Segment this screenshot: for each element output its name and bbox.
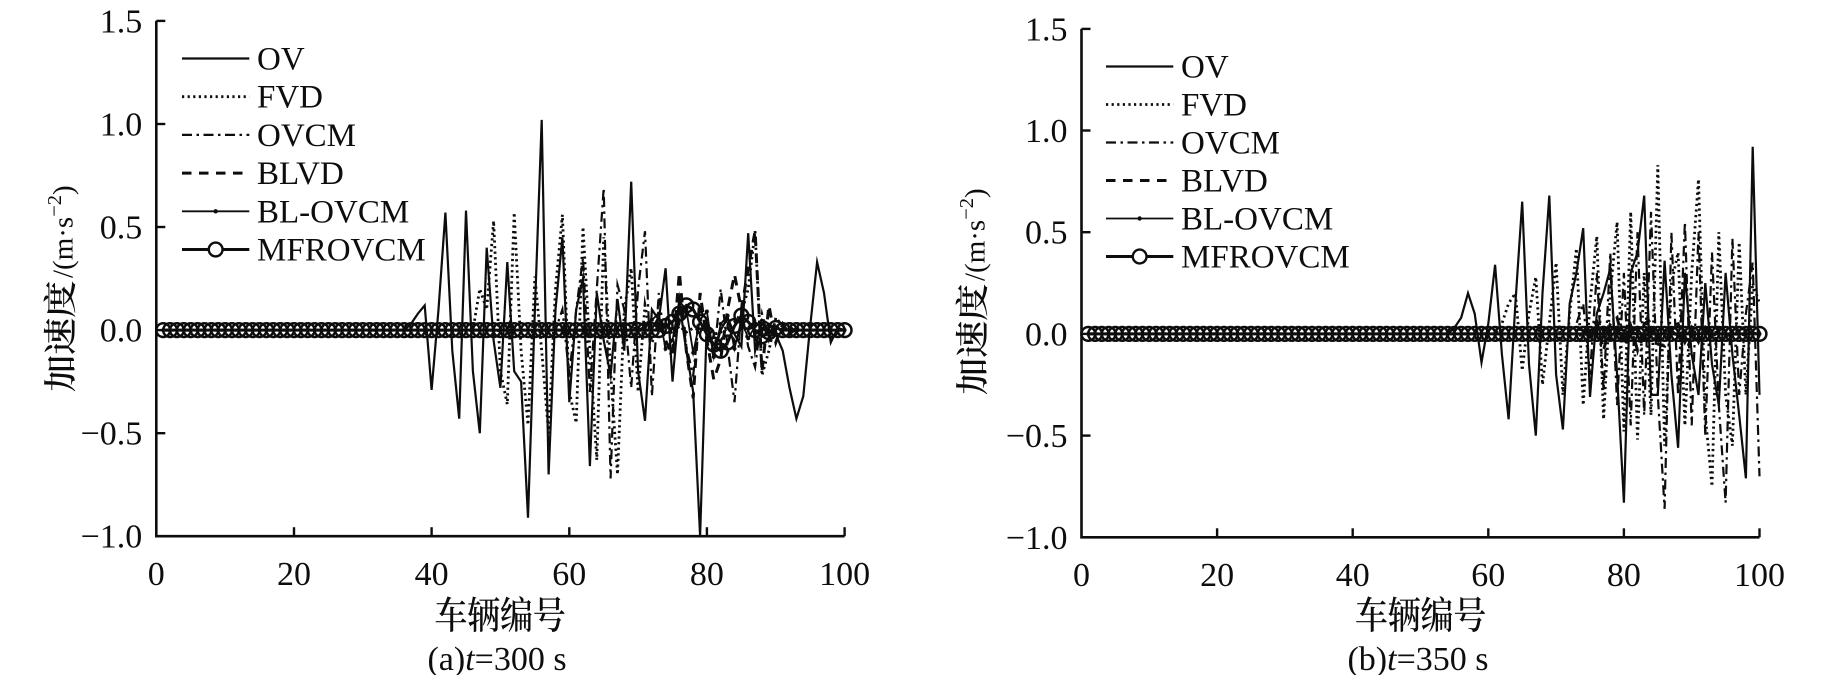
svg-text:MFROVCM: MFROVCM <box>257 233 426 269</box>
svg-text:−1.0: −1.0 <box>81 519 143 556</box>
svg-text:1.0: 1.0 <box>100 107 143 144</box>
svg-text:−1.0: −1.0 <box>1006 520 1068 557</box>
svg-text:FVD: FVD <box>257 80 323 116</box>
svg-text:BLVD: BLVD <box>1181 164 1268 200</box>
svg-text:0.5: 0.5 <box>100 210 143 247</box>
svg-text:80: 80 <box>690 556 724 593</box>
svg-text:OV: OV <box>1181 50 1229 86</box>
svg-text:100: 100 <box>819 556 870 593</box>
svg-text:100: 100 <box>1734 557 1785 594</box>
svg-text:40: 40 <box>415 556 449 593</box>
svg-text:1.5: 1.5 <box>100 3 143 40</box>
svg-text:OVCM: OVCM <box>257 118 356 154</box>
svg-text:OV: OV <box>257 42 305 78</box>
svg-text:0.0: 0.0 <box>1025 316 1068 353</box>
svg-text:0: 0 <box>148 556 165 593</box>
svg-text:−0.5: −0.5 <box>81 416 143 453</box>
svg-text:OVCM: OVCM <box>1181 126 1280 162</box>
svg-text:0: 0 <box>1073 557 1090 594</box>
svg-text:BLVD: BLVD <box>257 156 344 192</box>
svg-text:1.0: 1.0 <box>1025 113 1068 150</box>
svg-text:BL-OVCM: BL-OVCM <box>1181 202 1333 238</box>
svg-text:(b)t=350 s: (b)t=350 s <box>1347 641 1488 675</box>
svg-text:20: 20 <box>277 556 311 593</box>
svg-text:0.5: 0.5 <box>1025 215 1068 252</box>
svg-text:0.0: 0.0 <box>100 313 143 350</box>
svg-text:(a)t=300 s: (a)t=300 s <box>427 641 566 675</box>
svg-text:FVD: FVD <box>1181 88 1247 124</box>
svg-text:BL-OVCM: BL-OVCM <box>257 194 409 230</box>
svg-text:60: 60 <box>1471 557 1505 594</box>
svg-text:−0.5: −0.5 <box>1006 418 1068 455</box>
svg-text:60: 60 <box>552 556 586 593</box>
svg-text:80: 80 <box>1607 557 1641 594</box>
svg-text:40: 40 <box>1336 557 1370 594</box>
svg-text:/(m·s−2): /(m·s−2) <box>44 185 80 278</box>
svg-text:MFROVCM: MFROVCM <box>1181 240 1350 276</box>
svg-text:20: 20 <box>1200 557 1234 594</box>
svg-text:1.5: 1.5 <box>1025 11 1068 48</box>
